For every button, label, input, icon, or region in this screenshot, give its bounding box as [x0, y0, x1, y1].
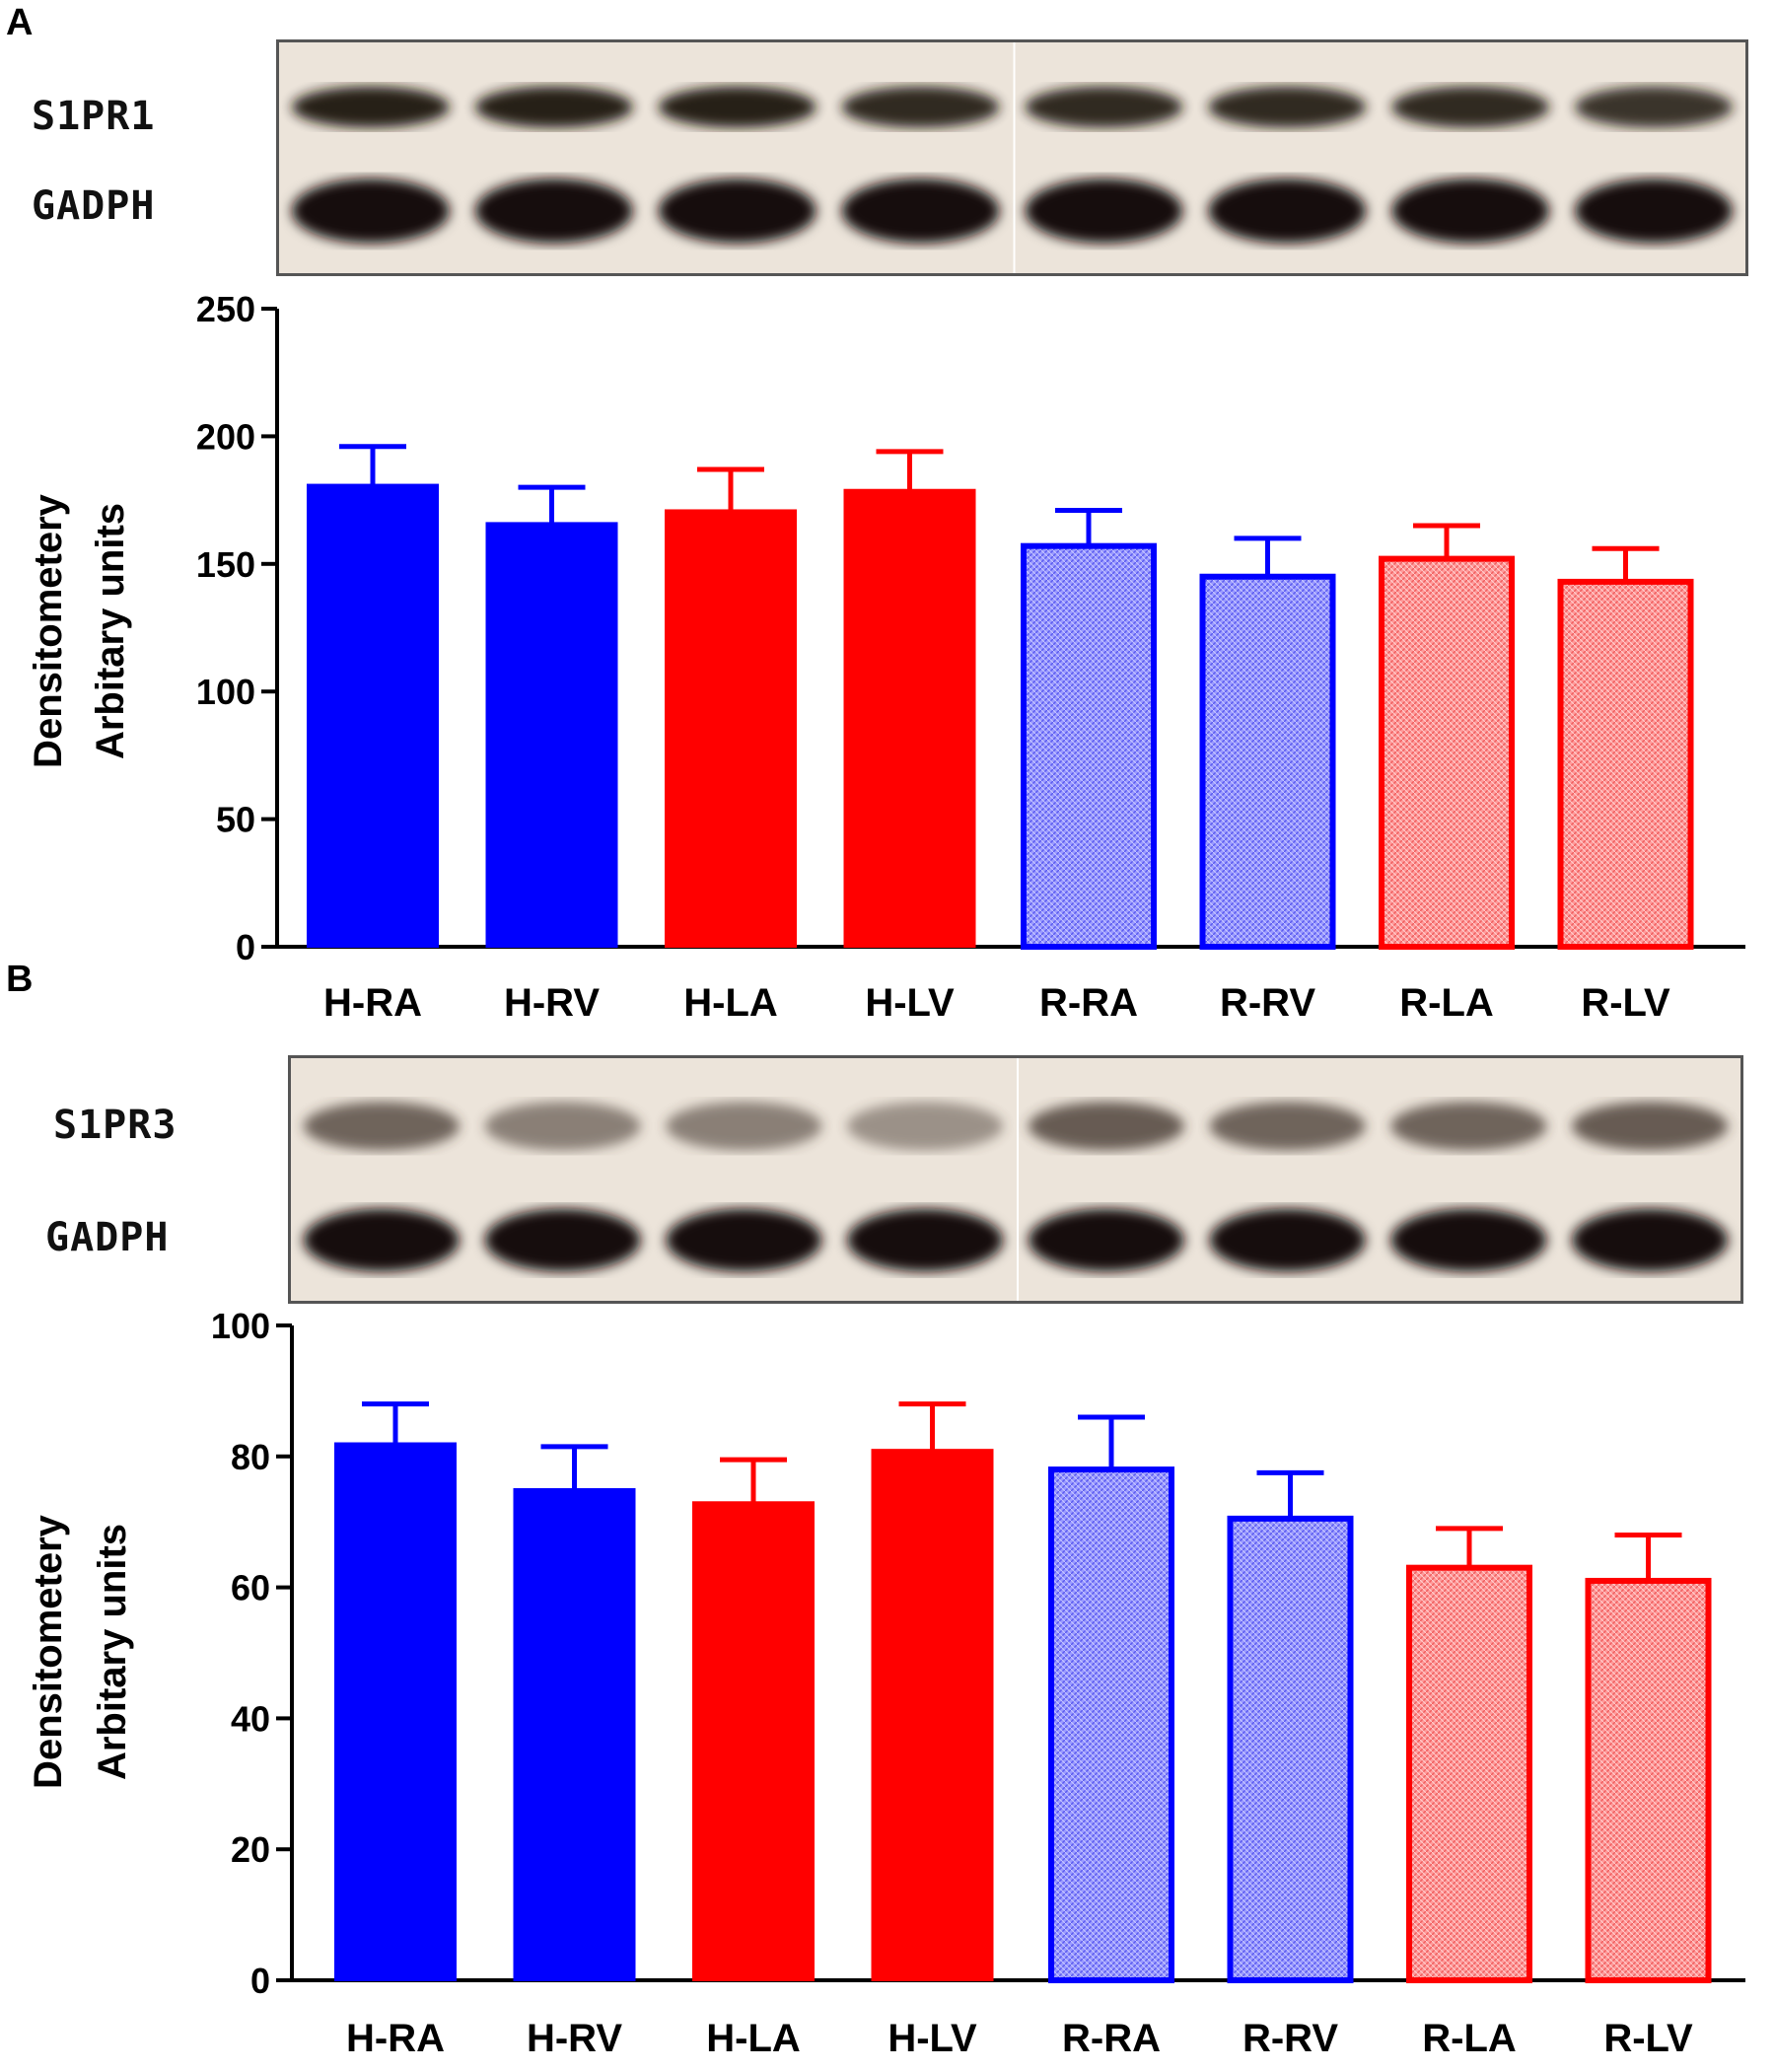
blot-b-loading-label: GADPH [45, 1215, 170, 1260]
bar-h-la [665, 509, 797, 949]
bar-h-lv [871, 1449, 994, 1982]
blot-band [1391, 179, 1550, 244]
blot-a-target-label: S1PR1 [32, 94, 156, 139]
bar-h-lv [843, 488, 976, 948]
blot-band [1025, 179, 1183, 244]
bar-r-ra [1048, 1466, 1174, 1983]
category-label: H-LV [865, 981, 955, 1025]
y-tick-label: 50 [216, 800, 255, 840]
blot-band [1208, 86, 1367, 128]
y-axis-title-line1: Densitometery [27, 493, 70, 768]
bar-h-ra [307, 483, 439, 948]
category-label: H-RA [346, 2017, 445, 2060]
blot-band [847, 1208, 1004, 1272]
blot-band [474, 86, 633, 128]
y-tick-label: 100 [196, 672, 255, 712]
blot-band [847, 1102, 1004, 1151]
blot-band [1572, 1208, 1729, 1272]
bar-h-rv [485, 522, 618, 949]
category-label: R-RA [1039, 981, 1138, 1025]
blot-band [841, 86, 1000, 128]
blot-bands [279, 42, 1745, 273]
bar-h-rv [513, 1488, 636, 1981]
bar-r-rv [1199, 573, 1336, 950]
y-tick-label: 20 [231, 1829, 270, 1870]
category-label: R-LV [1603, 2017, 1693, 2060]
y-axis-title-line1: Densitometery [27, 1514, 70, 1789]
blot-band [484, 1102, 641, 1151]
blot-band [666, 1102, 822, 1151]
blot-band [666, 1208, 822, 1272]
blot-band [1028, 1208, 1184, 1272]
y-axis-title-line2: Arbitary units [89, 503, 132, 759]
bar-h-la [692, 1501, 815, 1982]
blot-band [1028, 1102, 1184, 1151]
bar-r-ra [1021, 542, 1157, 951]
chart-a: 0 50 100 150 200 250 Densitometery Arbitary uni… [27, 289, 1745, 1025]
category-label: R-RV [1220, 981, 1315, 1025]
category-label: H-RA [323, 981, 422, 1025]
category-label: H-LA [706, 2017, 801, 2060]
panel-a-letter: A [6, 2, 34, 43]
blot-band [1209, 1208, 1366, 1272]
category-label: R-LA [1399, 981, 1494, 1025]
bar-r-la [1379, 555, 1515, 951]
y-tick-label: 200 [196, 416, 255, 457]
category-label: R-LA [1422, 2017, 1517, 2060]
category-label: H-LA [683, 981, 778, 1025]
bar-h-ra [334, 1442, 457, 1981]
blot-band [1391, 86, 1550, 128]
blot-band [1575, 86, 1733, 128]
chart-b: 0 20 40 60 80 100 Densitometery Arbitary units H… [27, 1306, 1745, 2060]
y-axis-title-line2: Arbitary units [91, 1524, 134, 1780]
blot-band [1390, 1102, 1547, 1151]
blot-a-loading-label: GADPH [32, 183, 156, 229]
blot-band [1572, 1102, 1729, 1151]
blot-band [1575, 179, 1733, 244]
blot-band [303, 1208, 460, 1272]
y-tick-label: 60 [231, 1568, 270, 1608]
category-label: R-LV [1581, 981, 1670, 1025]
blot-band [658, 179, 816, 244]
y-tick-label: 150 [196, 544, 255, 585]
blot-band [841, 179, 1000, 244]
panel-b-letter: B [6, 959, 34, 1000]
blot-band [1208, 179, 1367, 244]
category-label: R-RV [1242, 2017, 1338, 2060]
blot-band [292, 86, 450, 128]
y-tick-label: 40 [231, 1698, 270, 1739]
bar-r-la [1406, 1564, 1532, 1984]
bar-r-lv [1557, 578, 1694, 951]
y-tick-label: 0 [236, 927, 255, 967]
bar-r-rv [1227, 1515, 1354, 1983]
y-tick-label: 80 [231, 1437, 270, 1477]
category-label: H-RV [504, 981, 600, 1025]
bar-r-lv [1585, 1577, 1712, 1983]
blot-band [303, 1102, 460, 1151]
blot-band [1209, 1102, 1366, 1151]
blot-band [474, 179, 633, 244]
blot-b-target-label: S1PR3 [53, 1103, 178, 1148]
category-label: H-LV [888, 2017, 977, 2060]
category-label: R-RA [1062, 2017, 1161, 2060]
blot-band [658, 86, 816, 128]
y-tick-label: 100 [211, 1306, 270, 1346]
y-tick-label: 250 [196, 289, 255, 329]
western-blot-b-image [288, 1055, 1743, 1304]
blot-band [484, 1208, 641, 1272]
blot-band [1390, 1208, 1547, 1272]
y-tick-label: 0 [250, 1961, 270, 2001]
blot-bands [291, 1058, 1740, 1301]
blot-band [1025, 86, 1183, 128]
blot-band [292, 179, 450, 244]
western-blot-a-image [276, 39, 1748, 276]
category-label: H-RV [527, 2017, 622, 2060]
